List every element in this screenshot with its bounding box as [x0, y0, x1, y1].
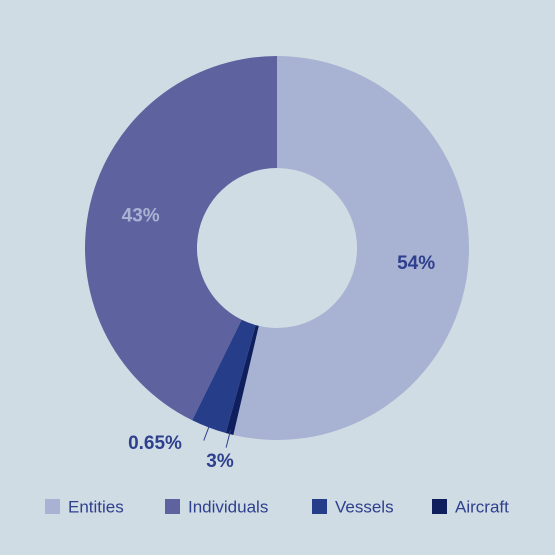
data-label: 3% — [206, 451, 234, 472]
legend-label: Aircraft — [455, 497, 509, 516]
legend-label: Individuals — [188, 497, 268, 516]
data-label: 54% — [397, 253, 435, 274]
leader-line — [225, 430, 232, 448]
legend-swatch — [165, 499, 180, 514]
legend-label: Vessels — [335, 497, 394, 516]
legend-swatch — [312, 499, 327, 514]
slice — [233, 56, 470, 441]
legend-swatch — [432, 499, 447, 514]
slice — [192, 319, 256, 434]
slice — [84, 56, 277, 421]
legend-label: Entities — [68, 497, 124, 516]
slice — [225, 325, 259, 435]
legend-swatch — [45, 499, 60, 514]
data-label: 0.65% — [128, 433, 182, 454]
data-label: 43% — [122, 205, 160, 226]
leader-line — [203, 423, 211, 441]
